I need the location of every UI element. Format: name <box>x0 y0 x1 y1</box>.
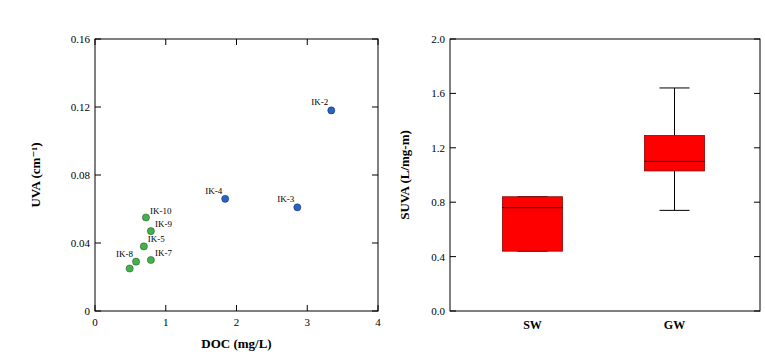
whisker-cap-low <box>660 210 690 211</box>
point <box>140 243 147 250</box>
x-tick-label: 2 <box>234 316 240 328</box>
y-tick <box>450 202 456 203</box>
y-tick-right <box>372 175 378 176</box>
x-tick-top <box>95 39 96 45</box>
y-tick-right <box>754 311 760 312</box>
x-tick-top <box>165 39 166 45</box>
y-tick <box>450 39 456 40</box>
y-tick <box>450 311 456 312</box>
x-tick-top <box>307 39 308 45</box>
y-axis-label: UVA (cm⁻¹) <box>28 142 43 207</box>
x-tick-label: 1 <box>163 316 169 328</box>
y-tick <box>95 39 101 40</box>
x-tick-label: 4 <box>375 316 381 328</box>
y-tick-label: 1.6 <box>431 87 445 99</box>
median <box>503 207 563 208</box>
point-label: IK-7 <box>155 248 172 258</box>
x-axis-label: DOC (mg/L) <box>201 336 271 351</box>
points <box>126 107 335 272</box>
y-tick <box>95 107 101 108</box>
point <box>222 195 229 202</box>
x-tick <box>307 305 308 311</box>
plot-frame <box>450 39 760 311</box>
y-tick-label: 0.8 <box>431 196 445 208</box>
y-tick-right <box>372 107 378 108</box>
point <box>126 265 133 272</box>
y-tick <box>95 175 101 176</box>
y-tick-label: 0.16 <box>71 33 91 45</box>
y-tick <box>450 147 456 148</box>
y-tick-label: 0.0 <box>431 305 445 317</box>
box <box>503 197 563 251</box>
x-tick <box>236 305 237 311</box>
y-tick-right <box>372 39 378 40</box>
y-tick <box>95 243 101 244</box>
y-tick-right <box>754 93 760 94</box>
point-label: IK-4 <box>205 186 222 196</box>
box <box>645 136 705 171</box>
x-tick-label: SW <box>523 318 542 332</box>
x-tick-top <box>378 39 379 45</box>
median <box>645 161 705 162</box>
whisker-cap-high <box>660 87 690 88</box>
figure: 0 1 2 3 4 0 0.04 0.08 0.12 0.16 DOC (mg/L) UVA (cm⁻… <box>0 0 765 361</box>
x-tick-label: 0 <box>92 316 98 328</box>
point-label: IK-2 <box>311 97 328 107</box>
x-tick <box>165 305 166 311</box>
whisker-low <box>674 171 675 210</box>
point <box>142 214 149 221</box>
x-tick <box>95 305 96 311</box>
point-label: IK-10 <box>150 206 172 216</box>
y-tick-right <box>754 256 760 257</box>
y-tick-right <box>372 243 378 244</box>
point <box>294 204 301 211</box>
y-tick-right <box>754 39 760 40</box>
y-tick-label: 0.12 <box>71 101 90 113</box>
y-tick-right <box>754 147 760 148</box>
point-label: IK-8 <box>116 249 133 259</box>
y-tick <box>95 311 101 312</box>
point <box>132 258 139 265</box>
y-tick-right <box>754 202 760 203</box>
y-tick-label: 2.0 <box>431 33 445 45</box>
y-tick <box>450 93 456 94</box>
point-label: IK-5 <box>148 234 165 244</box>
x-tick-label: GW <box>664 318 685 332</box>
boxes <box>503 88 705 251</box>
whisker-high <box>674 88 675 136</box>
y-tick <box>450 256 456 257</box>
y-tick-label: 0.08 <box>71 169 91 181</box>
y-tick-label: 0.4 <box>431 251 445 263</box>
y-tick-right <box>372 311 378 312</box>
y-axis-label: SUVA (L/mg-m) <box>397 130 412 220</box>
point <box>147 256 154 263</box>
x-tick-label: 3 <box>305 316 311 328</box>
point-label: IK-9 <box>155 219 172 229</box>
plot-frame <box>95 39 378 311</box>
point <box>328 107 335 114</box>
point-label: IK-3 <box>277 194 294 204</box>
y-tick-label: 0.04 <box>71 237 91 249</box>
x-tick <box>378 305 379 311</box>
y-tick-label: 0 <box>85 305 91 317</box>
y-tick-label: 1.2 <box>431 142 445 154</box>
x-tick-top <box>236 39 237 45</box>
